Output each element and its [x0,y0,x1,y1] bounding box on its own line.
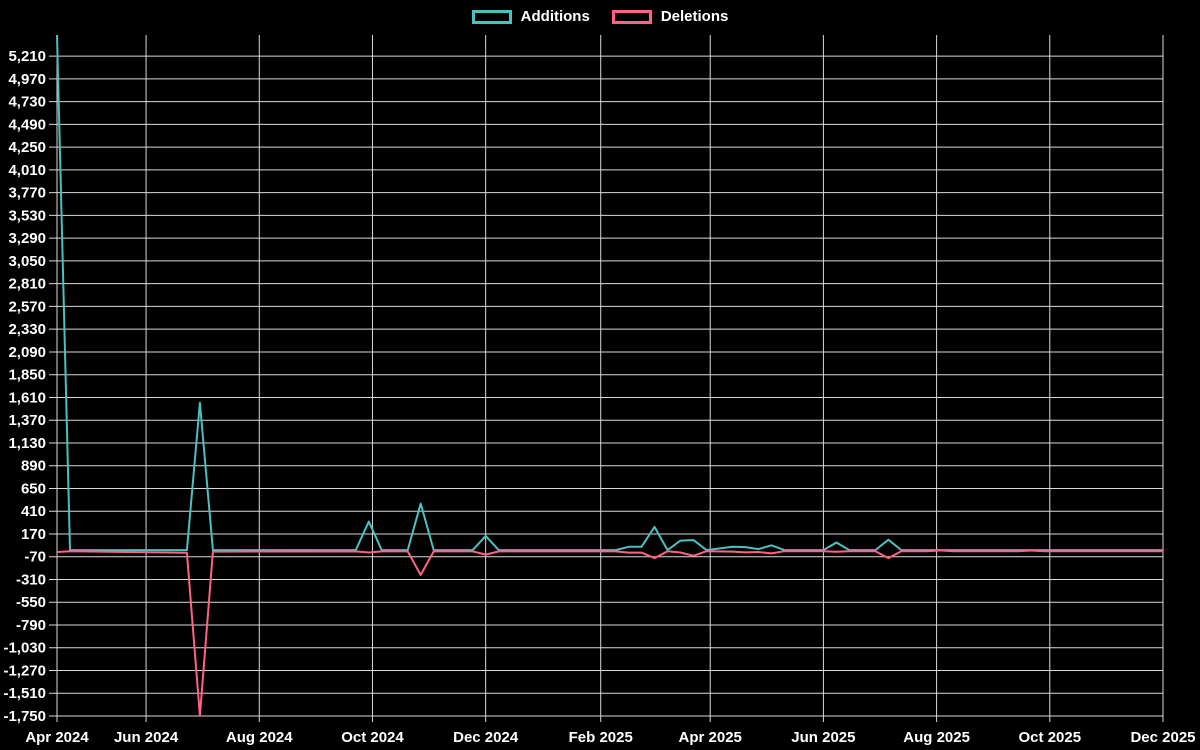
legend-label-additions: Additions [520,8,590,25]
x-axis-label: Jun 2024 [114,729,179,746]
y-axis-label: 4,730 [8,94,46,111]
y-axis-label: 4,250 [8,139,46,156]
legend-item-additions[interactable]: Additions [471,8,590,25]
y-axis-label: -1,750 [3,708,46,725]
y-axis-label: 410 [21,503,46,520]
y-axis-label: 3,290 [8,230,46,247]
x-axis-label: Dec 2024 [453,729,519,746]
chart-legend: Additions Deletions [0,8,1200,25]
y-axis-label: 4,010 [8,162,46,179]
x-axis-label: Apr 2025 [679,729,742,746]
y-axis-label: 2,570 [8,298,46,315]
x-axis-label: Oct 2025 [1019,729,1082,746]
x-axis-label: Aug 2025 [903,729,970,746]
x-axis-label: Aug 2024 [226,729,293,746]
y-axis-label: 1,850 [8,367,46,384]
y-axis-label: -310 [16,571,46,588]
y-axis-label: 2,810 [8,276,46,293]
y-axis-label: 1,610 [8,389,46,406]
y-axis-label: 3,530 [8,207,46,224]
y-axis-label: 4,970 [8,71,46,88]
x-axis-label: Jun 2025 [791,729,855,746]
x-axis-label: Feb 2025 [569,729,633,746]
y-axis-label: 3,770 [8,185,46,202]
y-axis-label: -1,030 [3,640,46,657]
legend-item-deletions[interactable]: Deletions [611,8,729,25]
x-axis-label: Apr 2024 [25,729,89,746]
y-axis-label: 890 [21,458,46,475]
y-axis-label: 650 [21,480,46,497]
y-axis-label: 170 [21,526,46,543]
x-axis-label: Oct 2024 [341,729,404,746]
deletions-line [56,549,1163,717]
y-axis-label: 3,050 [8,253,46,270]
y-axis-label: 4,490 [8,116,46,133]
y-axis-label: -1,510 [3,685,46,702]
legend-label-deletions: Deletions [660,8,729,25]
y-axis-label: -550 [16,594,46,611]
y-axis-label: 2,330 [8,321,46,338]
y-axis-label: -70 [24,549,46,566]
y-axis-label: 1,130 [8,435,46,452]
x-axis-label: Dec 2025 [1130,729,1195,746]
y-axis-label: 2,090 [8,344,46,361]
y-axis-label: 1,370 [8,412,46,429]
y-axis-label: 5,210 [8,48,46,65]
deletions-legend-swatch-icon [611,9,652,24]
additions-line [56,34,1163,552]
additions-legend-swatch-icon [471,9,512,24]
y-axis-label: -790 [16,617,46,634]
y-axis-label: -1,270 [3,662,46,679]
